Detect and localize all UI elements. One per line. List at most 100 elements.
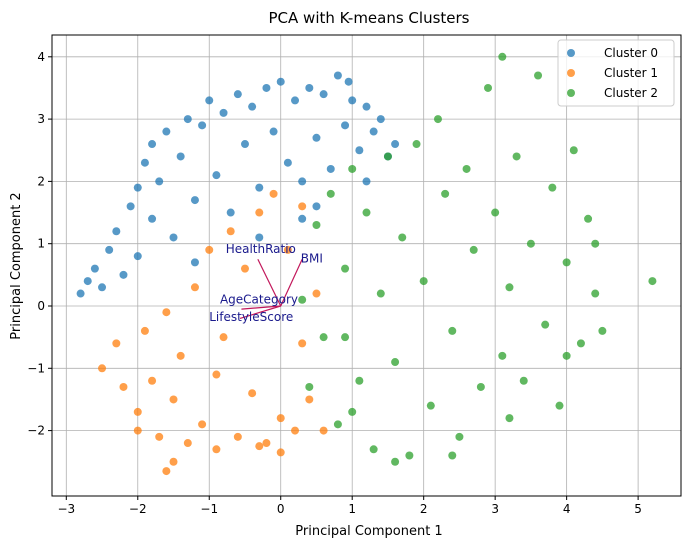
data-point bbox=[326, 164, 335, 173]
data-point bbox=[512, 152, 521, 161]
data-point bbox=[319, 333, 328, 342]
data-point bbox=[198, 121, 207, 130]
data-point bbox=[491, 208, 500, 217]
y-tick-label: 3 bbox=[37, 112, 45, 126]
data-point bbox=[591, 289, 600, 298]
data-point bbox=[562, 351, 571, 360]
data-point bbox=[112, 339, 121, 348]
data-point bbox=[126, 202, 135, 211]
data-point bbox=[240, 140, 249, 149]
loading-label: AgeCategory bbox=[220, 293, 298, 307]
data-point bbox=[505, 283, 514, 292]
data-point bbox=[176, 351, 185, 360]
data-point bbox=[262, 439, 271, 448]
data-point bbox=[219, 108, 228, 117]
data-point bbox=[162, 467, 171, 476]
data-point bbox=[433, 115, 442, 124]
legend-marker bbox=[567, 69, 575, 77]
data-point bbox=[283, 158, 292, 167]
y-tick-label: −2 bbox=[27, 424, 45, 438]
data-point bbox=[276, 414, 285, 423]
data-point bbox=[441, 189, 450, 198]
data-point bbox=[298, 177, 307, 186]
data-point bbox=[233, 90, 242, 99]
legend-label: Cluster 1 bbox=[604, 66, 658, 80]
data-point bbox=[362, 208, 371, 217]
data-point bbox=[133, 426, 142, 435]
data-point bbox=[291, 426, 300, 435]
data-point bbox=[212, 370, 221, 379]
data-point bbox=[119, 270, 128, 279]
data-point bbox=[348, 96, 357, 105]
data-point bbox=[412, 140, 421, 149]
data-point bbox=[562, 258, 571, 267]
data-point bbox=[226, 227, 235, 236]
data-point bbox=[76, 289, 85, 298]
x-tick-label: −1 bbox=[200, 502, 218, 516]
loading-vectors: HealthRatio BMI AgeCategory LifestyleScore bbox=[209, 242, 323, 324]
data-point bbox=[355, 376, 364, 385]
scatter-points bbox=[76, 52, 657, 476]
data-point bbox=[298, 339, 307, 348]
data-point bbox=[498, 351, 507, 360]
data-point bbox=[162, 127, 171, 136]
data-point bbox=[226, 208, 235, 217]
y-axis-label: Principal Component 2 bbox=[9, 192, 24, 339]
data-point bbox=[405, 451, 414, 460]
data-point bbox=[369, 445, 378, 454]
chart-title: PCA with K-means Clusters bbox=[269, 9, 470, 27]
loading-arrow bbox=[241, 305, 281, 310]
x-tick-label: −2 bbox=[129, 502, 147, 516]
data-point bbox=[383, 152, 392, 161]
x-tick-label: 4 bbox=[563, 502, 571, 516]
data-point bbox=[598, 326, 607, 335]
plot-frame bbox=[51, 34, 682, 497]
data-point bbox=[541, 320, 550, 329]
data-point bbox=[98, 364, 107, 373]
data-point bbox=[190, 283, 199, 292]
legend-marker bbox=[567, 89, 575, 97]
data-point bbox=[276, 77, 285, 86]
data-point bbox=[269, 189, 278, 198]
axis-ticks: −3 −2 −1 0 1 2 3 4 5 −2 −1 0 1 2 3 4 bbox=[27, 50, 642, 516]
data-point bbox=[344, 77, 353, 86]
data-point bbox=[548, 183, 557, 192]
data-point bbox=[90, 264, 99, 273]
data-point bbox=[455, 432, 464, 441]
y-tick-label: 1 bbox=[37, 237, 45, 251]
data-point bbox=[341, 121, 350, 130]
data-point bbox=[255, 442, 264, 451]
data-point bbox=[248, 389, 257, 398]
data-point bbox=[569, 146, 578, 155]
x-axis-label: Principal Component 1 bbox=[295, 524, 442, 539]
x-tick-label: 5 bbox=[634, 502, 642, 516]
data-point bbox=[484, 83, 493, 92]
legend: Cluster 0 Cluster 1 Cluster 2 bbox=[557, 39, 675, 107]
data-point bbox=[162, 308, 171, 317]
data-point bbox=[155, 432, 164, 441]
data-point bbox=[119, 382, 128, 391]
loading-arrow bbox=[239, 305, 281, 320]
x-tick-label: 3 bbox=[491, 502, 499, 516]
data-point bbox=[341, 264, 350, 273]
data-point bbox=[369, 127, 378, 136]
series-cluster-2 bbox=[298, 52, 657, 466]
data-point bbox=[169, 457, 178, 466]
data-point bbox=[426, 401, 435, 410]
data-point bbox=[362, 177, 371, 186]
y-tick-label: 0 bbox=[37, 299, 45, 313]
data-point bbox=[333, 420, 342, 429]
data-point bbox=[376, 115, 385, 124]
data-point bbox=[519, 376, 528, 385]
data-point bbox=[169, 395, 178, 404]
loading-label: BMI bbox=[301, 251, 323, 265]
loading-arrow bbox=[257, 259, 282, 307]
data-point bbox=[83, 277, 92, 286]
data-point bbox=[348, 164, 357, 173]
data-point bbox=[298, 202, 307, 211]
data-point bbox=[319, 90, 328, 99]
data-point bbox=[148, 140, 157, 149]
data-point bbox=[155, 177, 164, 186]
data-point bbox=[176, 152, 185, 161]
data-point bbox=[312, 289, 321, 298]
